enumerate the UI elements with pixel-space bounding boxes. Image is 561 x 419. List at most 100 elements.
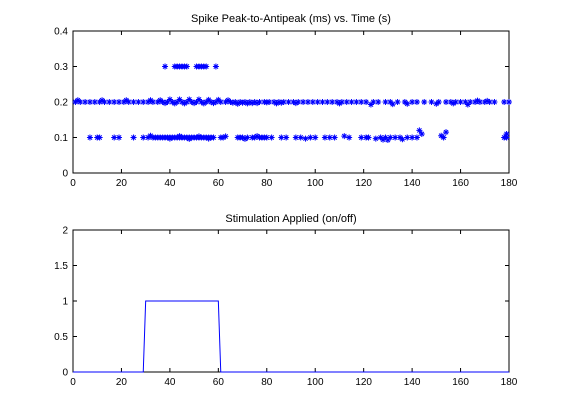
data-point [450, 100, 457, 107]
data-point [263, 99, 270, 106]
data-point [389, 101, 396, 108]
data-point [503, 130, 510, 137]
data-point [222, 133, 229, 140]
data-point [220, 134, 227, 141]
data-point [367, 101, 374, 108]
scatter-chart-title: Spike Peak-to-Antipeak (ms) vs. Time (s) [191, 13, 391, 25]
data-point [387, 134, 394, 141]
data-point [382, 134, 389, 141]
scatter-y-tick-label: 0.1 [54, 133, 68, 144]
data-point [481, 99, 488, 105]
data-point [215, 96, 222, 103]
data-point [314, 99, 321, 105]
data-point [241, 99, 248, 105]
data-point [302, 135, 309, 142]
data-point [181, 100, 188, 107]
data-point [176, 133, 183, 140]
data-point [130, 134, 137, 141]
data-point [135, 99, 142, 105]
scatter-x-tick-label: 60 [213, 178, 225, 189]
data-point [280, 99, 287, 105]
scatter-x-tick-label: 20 [116, 178, 128, 189]
data-point [413, 99, 420, 105]
data-point [166, 96, 173, 103]
data-point [334, 99, 341, 105]
data-point [404, 134, 411, 141]
data-point [392, 134, 399, 141]
data-point [166, 135, 173, 142]
data-point [111, 134, 118, 141]
data-point [409, 134, 416, 141]
data-point [174, 99, 181, 105]
scatter-ticks: 0 20 40 60 80 100 120 140 160 180 0 0.1 0.2 0.3 0.4 [54, 27, 518, 190]
stimulation-x-tick-label: 120 [355, 377, 372, 388]
data-point [353, 99, 360, 105]
data-point [275, 99, 282, 105]
scatter-y-tick-label: 0 [62, 169, 68, 180]
stimulation-x-tick-label: 160 [452, 377, 469, 388]
data-point [312, 134, 319, 141]
data-point [157, 97, 164, 104]
stimulation-x-tick-label: 140 [404, 377, 421, 388]
scatter-x-tick-label: 140 [404, 178, 421, 189]
data-point [387, 99, 394, 105]
data-point [484, 97, 491, 104]
scatter-x-tick-label: 0 [70, 178, 76, 189]
data-point [358, 99, 365, 105]
stimulation-x-tick-label: 180 [501, 377, 518, 388]
data-point [358, 134, 365, 141]
data-point [418, 130, 425, 137]
data-point [188, 99, 195, 105]
data-point [428, 99, 435, 105]
data-point [474, 97, 481, 104]
data-point [147, 97, 154, 104]
data-point [241, 135, 248, 142]
stimulation-x-tick-label: 60 [213, 377, 225, 388]
stimulation-x-tick-label: 20 [116, 377, 128, 388]
data-point [503, 134, 510, 141]
data-point [341, 133, 348, 140]
data-point [239, 99, 246, 106]
data-point [285, 99, 292, 105]
data-point [111, 99, 118, 105]
scatter-x-tick-label: 80 [261, 178, 273, 189]
data-point [273, 100, 280, 107]
data-point [464, 101, 471, 108]
data-point [203, 99, 210, 105]
data-point [476, 99, 483, 105]
data-point [147, 132, 154, 139]
data-point [263, 134, 270, 141]
data-point [331, 134, 338, 141]
data-point [140, 99, 147, 105]
stimulation-x-tick-label: 100 [307, 377, 324, 388]
data-point [99, 97, 106, 104]
data-point [413, 134, 420, 141]
data-point [292, 100, 299, 107]
data-point [171, 100, 178, 107]
data-point [268, 134, 275, 141]
data-point [324, 99, 331, 105]
data-point [140, 134, 147, 141]
scatter-x-tick-label: 160 [452, 178, 469, 189]
scatter-x-tick-label: 180 [501, 178, 518, 189]
data-point [363, 99, 370, 105]
data-point [472, 99, 479, 105]
data-point [254, 133, 261, 140]
data-point [212, 63, 219, 70]
data-point [256, 99, 263, 105]
data-point [86, 134, 93, 141]
stimulation-chart-title: Stimulation Applied (on/off) [225, 213, 356, 225]
data-point [208, 99, 215, 105]
data-point [348, 99, 355, 105]
stimulation-y-tick-label: 1 [62, 297, 68, 308]
data-point [130, 99, 137, 105]
data-point [409, 99, 416, 105]
data-point [300, 99, 307, 105]
data-point [244, 134, 251, 141]
data-point [91, 99, 98, 105]
data-point [244, 100, 251, 107]
data-point [380, 136, 387, 143]
stimulation-y-tick-label: 0.5 [54, 332, 68, 343]
data-point [443, 129, 450, 136]
